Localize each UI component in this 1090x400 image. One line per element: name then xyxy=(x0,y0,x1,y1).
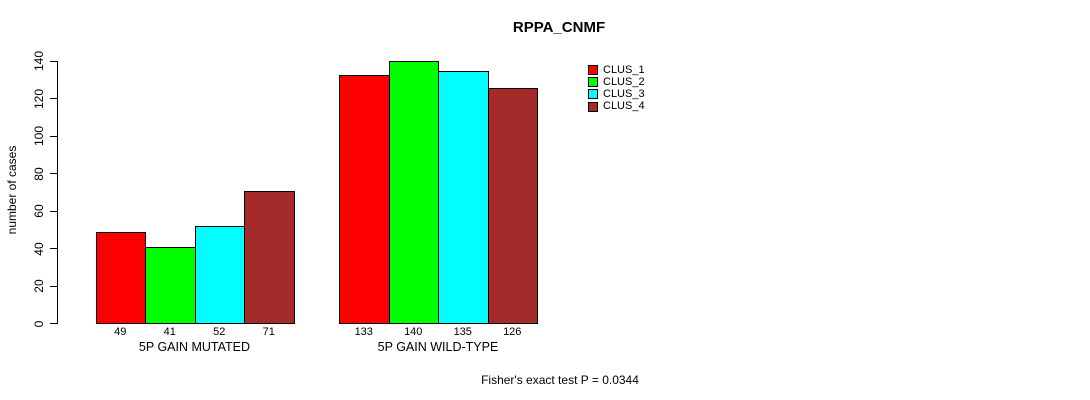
bar-value-label: 135 xyxy=(453,326,472,338)
footer-annotation: Fisher's exact test P = 0.0344 xyxy=(481,373,639,387)
chart-title: RPPA_CNMF xyxy=(512,19,606,36)
legend-label: CLUS_4 xyxy=(603,100,645,113)
bar-value-label: 41 xyxy=(163,326,176,338)
legend-swatch-clus_3 xyxy=(588,89,598,100)
y-tick xyxy=(50,210,57,212)
y-tick-label: 100 xyxy=(31,125,46,147)
legend-label: CLUS_3 xyxy=(603,87,645,100)
legend-item: CLUS_4 xyxy=(588,101,645,113)
bar-clus_4-0 xyxy=(244,190,295,324)
legend-label: CLUS_2 xyxy=(603,75,645,88)
y-axis-line xyxy=(57,60,58,324)
bar-clus_1-0 xyxy=(96,231,146,324)
y-tick xyxy=(50,285,57,287)
y-tick-label: 120 xyxy=(31,88,46,109)
legend-item: CLUS_3 xyxy=(588,88,645,100)
legend: CLUS_1 CLUS_2 CLUS_3 CLUS_4 xyxy=(588,64,645,113)
y-tick xyxy=(50,248,57,249)
bar-value-label: 71 xyxy=(262,326,275,338)
legend-swatch-clus_4 xyxy=(588,101,598,112)
group-label: 5P GAIN WILD-TYPE xyxy=(377,340,499,354)
y-tick xyxy=(50,135,57,137)
y-tick xyxy=(50,323,57,324)
bar-value-label: 49 xyxy=(114,326,127,338)
y-tick xyxy=(50,173,57,174)
y-axis-label: number of cases xyxy=(5,145,19,235)
y-tick-label: 140 xyxy=(31,50,46,72)
bar-clus_2-1 xyxy=(389,60,439,324)
y-tick-label: 60 xyxy=(31,204,46,218)
legend-label: CLUS_1 xyxy=(603,63,645,76)
legend-item: CLUS_1 xyxy=(588,64,645,76)
bar-clus_4-1 xyxy=(488,87,538,324)
legend-swatch-clus_1 xyxy=(588,65,598,76)
y-tick-label: 80 xyxy=(31,166,46,181)
group-label: 5P GAIN MUTATED xyxy=(138,340,251,354)
y-tick-label: 40 xyxy=(31,241,46,256)
legend-item: CLUS_2 xyxy=(588,76,645,88)
y-tick xyxy=(50,60,57,62)
y-tick-label: 20 xyxy=(31,279,46,293)
bar-value-label: 52 xyxy=(213,326,226,338)
y-tick-label: 0 xyxy=(31,320,46,327)
legend-swatch-clus_2 xyxy=(588,77,598,88)
bar-value-label: 126 xyxy=(503,326,522,338)
bar-clus_3-1 xyxy=(438,70,489,324)
y-tick xyxy=(50,98,57,99)
bar-clus_2-0 xyxy=(145,246,196,324)
bar-clus_1-1 xyxy=(339,74,390,324)
bar-value-label: 140 xyxy=(404,326,423,338)
bar-value-label: 133 xyxy=(354,326,373,338)
bar-clus_3-0 xyxy=(195,225,245,324)
